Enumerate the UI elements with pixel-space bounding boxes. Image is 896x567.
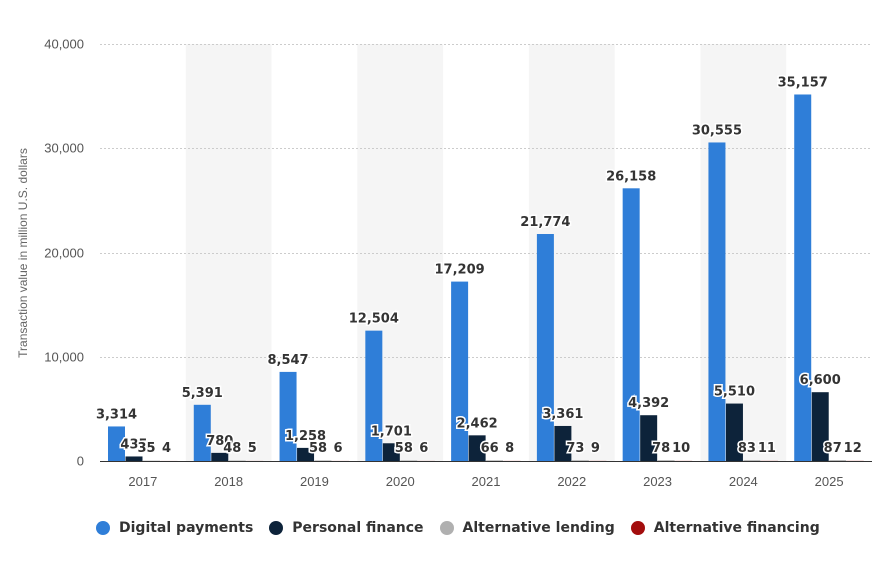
bar-chart: 0 10,000 20,000 30,000 40,000 Transaction va… [16, 37, 872, 489]
band-2018 [185, 44, 272, 461]
data-label-digital-payments: 35,157 [778, 75, 828, 90]
x-tick-label: 2025 [815, 474, 844, 489]
bar-digital-payments-2019[interactable] [279, 371, 297, 461]
x-tick-label: 2019 [300, 474, 329, 489]
data-label-alternative-financing: 10 [672, 441, 690, 456]
legend-marker-icon [630, 521, 645, 535]
legend-label: Digital payments [119, 520, 254, 536]
legend-marker-icon [96, 521, 110, 535]
data-label-alternative-lending: 58 [395, 441, 413, 456]
alternating-bands [185, 44, 787, 461]
y-tick-label: 0 [77, 454, 84, 469]
bar-digital-payments-2021[interactable] [451, 281, 469, 461]
bar-digital-payments-2020[interactable] [365, 330, 383, 461]
data-label-alternative-financing: 11 [758, 441, 776, 456]
data-label-personal-finance: 3,361 [542, 407, 583, 422]
data-label-digital-payments: 3,314 [96, 407, 137, 422]
bar-alternative-lending-2024[interactable] [743, 460, 761, 461]
y-axis-ticks: 0 10,000 20,000 30,000 40,000 [44, 37, 84, 469]
y-tick-label: 10,000 [44, 350, 84, 365]
x-tick-label: 2021 [472, 474, 501, 489]
x-tick-label: 2020 [386, 474, 415, 489]
data-label-alternative-financing: 12 [844, 441, 862, 456]
data-label-digital-payments: 12,504 [349, 312, 399, 327]
data-label-personal-finance: 435 [120, 437, 147, 452]
legend-marker-icon [439, 521, 454, 535]
x-tick-label: 2017 [128, 474, 157, 489]
bar-digital-payments-2017[interactable] [108, 426, 125, 461]
data-label-personal-finance: 6,600 [800, 373, 841, 388]
data-label-alternative-lending: 35 [137, 441, 155, 456]
data-label-personal-finance: 2,462 [457, 416, 498, 431]
legend-label: Alternative financing [653, 520, 820, 536]
legend-item-alternative-lending[interactable]: Alternative lending [439, 520, 615, 536]
x-tick-label: 2022 [557, 474, 586, 489]
data-label-alternative-lending: 73 [566, 441, 584, 456]
bar-digital-payments-2025[interactable] [794, 94, 812, 461]
data-label-alternative-lending: 87 [824, 441, 842, 456]
data-label-digital-payments: 8,547 [267, 353, 308, 368]
data-label-digital-payments: 5,391 [182, 386, 223, 401]
data-label-alternative-financing: 9 [591, 441, 600, 456]
bar-digital-payments-2023[interactable] [622, 188, 640, 461]
legend-marker-icon [269, 521, 284, 535]
y-axis-title: Transaction value in million U.S. dollar… [16, 148, 30, 358]
bar-personal-finance-2020[interactable] [382, 443, 400, 461]
bars [108, 94, 864, 462]
x-tick-label: 2023 [643, 474, 672, 489]
y-tick-label: 30,000 [44, 141, 84, 156]
y-tick-label: 20,000 [44, 246, 84, 261]
x-tick-label: 2018 [214, 474, 243, 489]
bar-personal-finance-2023[interactable] [640, 415, 658, 461]
data-label-personal-finance: 1,258 [285, 429, 326, 444]
data-label-alternative-financing: 6 [419, 441, 428, 456]
data-label-digital-payments: 17,209 [435, 263, 485, 278]
bar-personal-finance-2022[interactable] [554, 425, 572, 461]
data-label-personal-finance: 780 [206, 434, 233, 449]
bar-personal-finance-2018[interactable] [211, 452, 229, 461]
data-label-digital-payments: 26,158 [606, 169, 656, 184]
bar-personal-finance-2021[interactable] [468, 435, 486, 461]
gridlines [100, 44, 872, 358]
bar-digital-payments-2018[interactable] [193, 404, 211, 461]
legend-label: Alternative lending [462, 520, 615, 536]
data-label-alternative-financing: 8 [505, 441, 514, 456]
bar-alternative-lending-2018[interactable] [228, 460, 246, 461]
data-label-alternative-financing: 4 [162, 441, 171, 456]
legend: Digital payments Personal finance Alternat… [96, 520, 836, 536]
data-label-alternative-lending: 58 [309, 441, 327, 456]
legend-item-alternative-financing[interactable]: Alternative financing [630, 520, 820, 536]
data-label-personal-finance: 1,701 [371, 424, 412, 439]
bar-alternative-lending-2021[interactable] [486, 460, 504, 461]
data-label-digital-payments: 21,774 [520, 215, 570, 230]
bar-alternative-lending-2017[interactable] [143, 460, 160, 462]
bar-personal-finance-2025[interactable] [811, 392, 829, 461]
x-axis-ticks: 2017 2018 2019 2020 2021 2022 2023 2024 2025 [128, 474, 843, 489]
bar-personal-finance-2019[interactable] [297, 447, 315, 461]
bar-alternative-lending-2019[interactable] [314, 460, 332, 461]
bar-personal-finance-2024[interactable] [725, 403, 743, 461]
legend-item-digital-payments[interactable]: Digital payments [96, 520, 253, 536]
data-label-alternative-financing: 6 [334, 441, 343, 456]
bar-digital-payments-2024[interactable] [708, 142, 726, 462]
legend-label: Personal finance [292, 520, 424, 536]
bar-alternative-lending-2025[interactable] [829, 460, 847, 461]
data-label-alternative-lending: 78 [652, 441, 670, 456]
x-tick-label: 2024 [729, 474, 758, 489]
data-label-alternative-lending: 48 [223, 441, 241, 456]
data-label-personal-finance: 4,392 [628, 396, 669, 411]
bar-alternative-lending-2022[interactable] [571, 460, 589, 461]
bar-alternative-lending-2020[interactable] [400, 460, 418, 461]
data-label-alternative-lending: 66 [481, 441, 499, 456]
legend-item-personal-finance[interactable]: Personal finance [269, 520, 424, 536]
bar-personal-finance-2017[interactable] [125, 456, 143, 461]
y-tick-label: 40,000 [44, 37, 84, 52]
bar-digital-payments-2022[interactable] [536, 234, 554, 461]
data-label-alternative-lending: 83 [738, 441, 756, 456]
data-label-personal-finance: 5,510 [714, 385, 755, 400]
data-label-alternative-financing: 5 [248, 441, 257, 456]
data-label-digital-payments: 30,555 [692, 123, 742, 138]
bar-alternative-lending-2023[interactable] [657, 460, 675, 461]
